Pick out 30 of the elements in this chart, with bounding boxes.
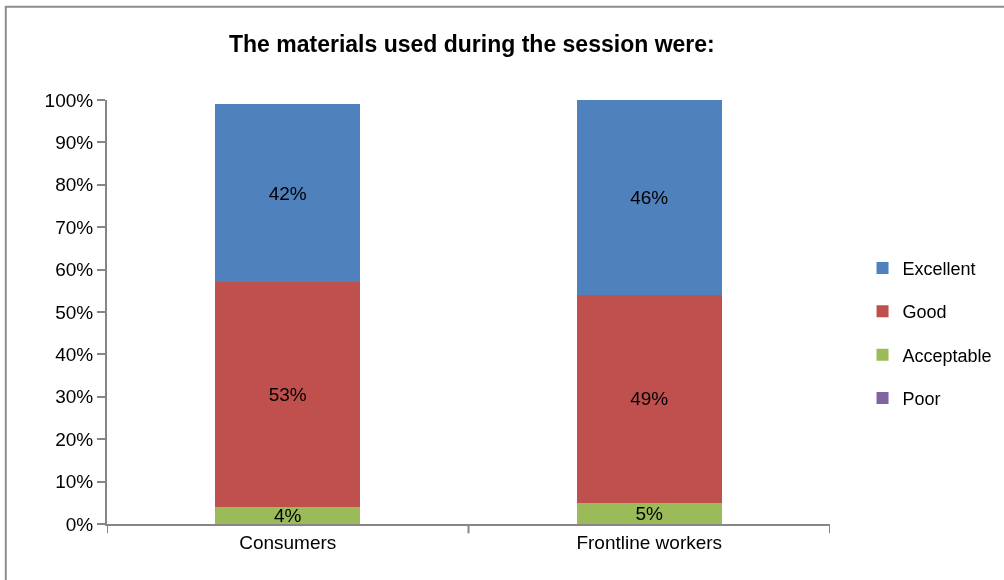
y-tick-label: 100% [44, 89, 94, 111]
bar [576, 295, 722, 503]
bar [215, 507, 361, 524]
bar [215, 104, 361, 283]
y-tick-label: 30% [55, 386, 94, 408]
y-tick-label: 20% [55, 428, 94, 450]
x-tick-label: Consumers [239, 531, 337, 553]
bar [576, 502, 722, 524]
data-label: 49% [630, 388, 669, 410]
legend-label: Poor [902, 389, 941, 410]
y-tick-label: 10% [55, 471, 94, 493]
legend-label: Good [902, 302, 947, 323]
y-tick-label: 50% [55, 301, 94, 323]
data-label: 46% [630, 187, 669, 209]
x-tick-label: Frontline workers [576, 531, 723, 553]
bar [215, 282, 361, 508]
data-label: 5% [635, 502, 664, 524]
data-label: 53% [268, 384, 307, 406]
y-tick-label: 70% [55, 216, 94, 238]
bar [576, 100, 722, 296]
y-tick-label: 90% [55, 132, 94, 154]
y-tick-label: 40% [55, 344, 94, 366]
data-label: 42% [268, 182, 307, 204]
y-tick-label: 0% [65, 513, 94, 535]
chart-title: The materials used during the session were: [229, 30, 715, 57]
y-tick-label: 80% [55, 174, 94, 196]
legend-label: Excellent [902, 258, 976, 279]
data-label: 4% [273, 505, 302, 527]
y-tick-label: 60% [55, 259, 94, 281]
legend-label: Acceptable [902, 345, 992, 366]
